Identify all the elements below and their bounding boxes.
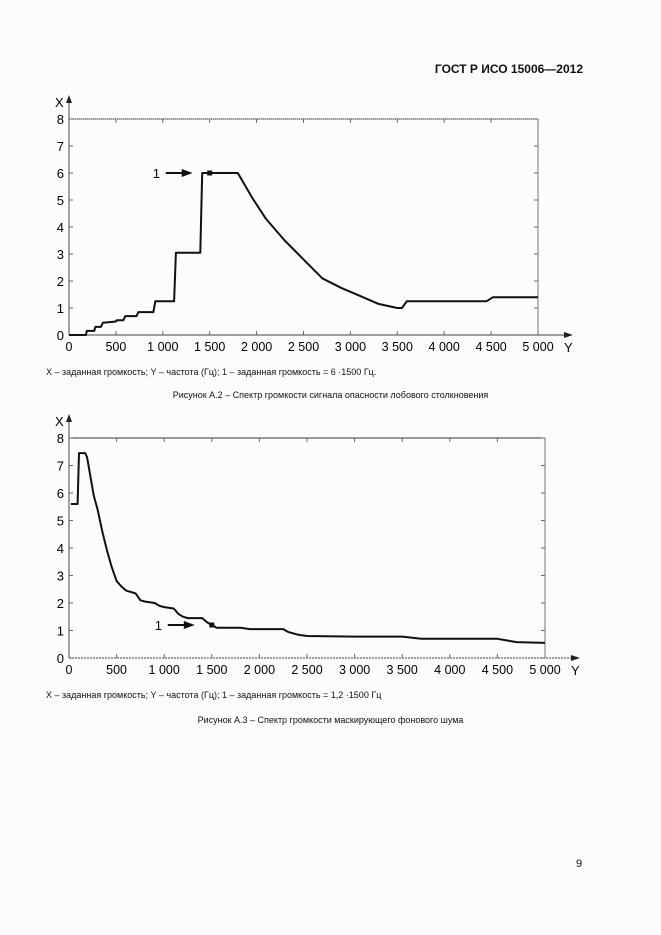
x-tick-label: 5 000: [522, 340, 553, 354]
x-axis-label: Y: [564, 340, 573, 355]
y-tick-label: 0: [57, 328, 64, 343]
y-tick-label: 6: [57, 166, 64, 181]
y-tick-label: 1: [57, 301, 64, 316]
document-header: ГОСТ Р ИСО 15006—2012: [434, 62, 583, 76]
annotation-label: 1: [153, 166, 160, 181]
chart-a3-plot: X Y 0 1 2 3 4 5 6 7 8 0 500 1 000 1 500 2 000 2 500 3 000…: [55, 414, 580, 678]
chart-a2-plot: X Y 0 1 2 3 4 5 6 7 8 0 500 1 000 1 500 2 000 2 500 3 000…: [55, 95, 573, 355]
y-tick-label: 7: [57, 459, 64, 474]
x-tick-label: 3 500: [382, 340, 413, 354]
y-tick-label: 4: [57, 220, 64, 235]
x-tick-label: 2 000: [241, 340, 272, 354]
x-tick-label: 0: [66, 340, 73, 354]
x-tick-label: 3 000: [339, 663, 370, 677]
chart-figure-a2: X Y 0 1 2 3 4 5 6 7 8 0 500 1 000 1 500 2 000 2 500 3 000…: [0, 85, 661, 360]
data-series-line: [70, 452, 546, 644]
y-tick-label: 4: [57, 541, 64, 556]
x-tick-label: 2 500: [288, 340, 319, 354]
annotation-arrow-icon: [183, 621, 195, 629]
chart-figure-a3: X Y 0 1 2 3 4 5 6 7 8 0 500 1 000 1 500 2 000 2 500 3 000…: [0, 400, 661, 685]
x-tick-label: 500: [106, 663, 127, 677]
annotation-marker: [209, 622, 215, 628]
x-tick-label: 4 500: [482, 663, 513, 677]
y-axis-arrow-icon: [66, 95, 72, 103]
y-tick-label: 1: [57, 624, 64, 639]
x-tick-label: 3 500: [387, 663, 418, 677]
figure-a3-legend: X – заданная громкость; Y – частота (Гц)…: [46, 690, 382, 700]
y-axis-label: X: [55, 414, 64, 429]
x-tick-label: 5 000: [529, 663, 560, 677]
y-tick-label: 2: [57, 274, 64, 289]
annotation-marker: [207, 170, 213, 176]
x-axis-label: Y: [571, 663, 580, 678]
x-axis-arrow-icon: [571, 655, 580, 661]
y-tick-label: 3: [57, 247, 64, 262]
x-axis-arrow-icon: [564, 332, 573, 338]
figure-a2-caption: Рисунок А.2 – Спектр громкости сигнала о…: [172, 390, 489, 400]
y-tick-label: 5: [57, 514, 64, 529]
x-tick-label: 3 000: [335, 340, 366, 354]
y-tick-label: 8: [57, 112, 64, 127]
y-tick-label: 5: [57, 193, 64, 208]
y-tick-label: 6: [57, 486, 64, 501]
annotation-label: 1: [155, 618, 162, 633]
x-tick-label: 1 500: [194, 340, 225, 354]
x-tick-label: 4 000: [434, 663, 465, 677]
y-axis-label: X: [55, 95, 64, 110]
y-axis-arrow-icon: [66, 414, 72, 422]
data-series-line: [69, 172, 538, 336]
x-tick-label: 2 000: [244, 663, 275, 677]
y-tick-label: 3: [57, 569, 64, 584]
page-number: 9: [576, 858, 583, 870]
x-tick-label: 500: [105, 340, 126, 354]
y-tick-label: 0: [57, 651, 64, 666]
x-tick-label: 2 500: [291, 663, 322, 677]
x-tick-label: 1 500: [196, 663, 227, 677]
y-tick-label: 8: [57, 431, 64, 446]
x-tick-label: 1 000: [147, 340, 178, 354]
figure-a2-legend: X – заданная громкость; Y – частота (Гц)…: [46, 367, 377, 377]
y-tick-label: 7: [57, 139, 64, 154]
x-tick-label: 0: [66, 663, 73, 677]
x-tick-label: 4 000: [429, 340, 460, 354]
x-tick-label: 4 500: [475, 340, 506, 354]
figure-a3-caption: Рисунок А.3 – Спектр громкости маскирующ…: [197, 715, 464, 725]
x-tick-label: 1 000: [149, 663, 180, 677]
y-tick-label: 2: [57, 596, 64, 611]
annotation-arrow-icon: [181, 169, 193, 177]
